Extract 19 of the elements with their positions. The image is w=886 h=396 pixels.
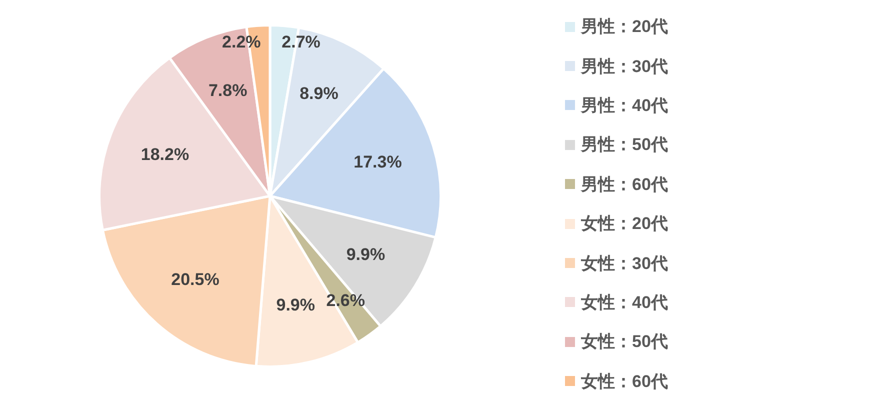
legend-label: 女性：40代 xyxy=(581,292,668,314)
data-label: 17.3% xyxy=(354,152,402,172)
data-label: 8.9% xyxy=(300,84,338,104)
legend-label: 女性：60代 xyxy=(581,370,668,393)
data-label: 7.8% xyxy=(208,81,248,100)
data-label: 20.5% xyxy=(171,270,220,289)
data-label: 18.2% xyxy=(140,144,190,164)
legend-label: 男性：50代 xyxy=(581,134,668,156)
data-label: 9.9% xyxy=(346,245,386,264)
legend-label: 男性：40代 xyxy=(581,94,668,117)
legend-label: 男性：20代 xyxy=(581,16,668,38)
legend-label: 女性：30代 xyxy=(581,252,668,275)
legend-label: 男性：60代 xyxy=(581,174,668,196)
data-label: 2.2% xyxy=(222,32,261,52)
legend-label: 男性：30代 xyxy=(581,56,668,78)
legend-label: 女性：50代 xyxy=(581,331,668,354)
legend-label: 女性：20代 xyxy=(581,213,668,236)
data-label: 2.7% xyxy=(282,32,320,52)
data-label: 9.9% xyxy=(276,295,315,314)
